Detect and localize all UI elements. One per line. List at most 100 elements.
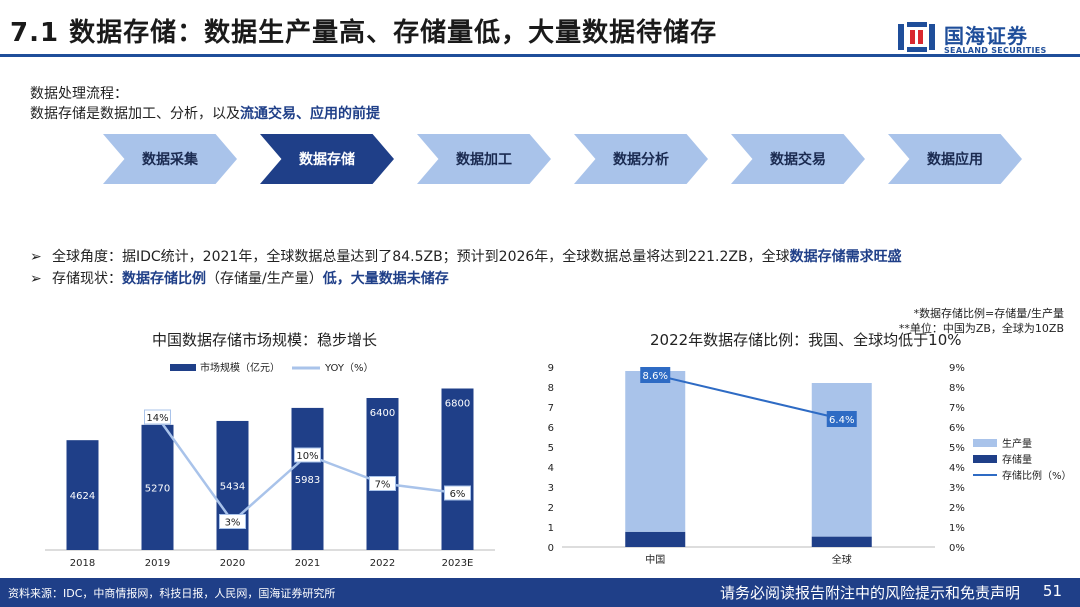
process-flow: 数据采集 数据存储 数据加工 数据分析 数据交易 数据应用 [103, 134, 1023, 184]
bullet-global-highlight: 数据存储需求旺盛 [789, 249, 902, 265]
chart1-bar-value: 5270 [145, 483, 170, 494]
chart2-y-tick: 6 [548, 423, 554, 434]
legend-production-swatch [973, 439, 997, 447]
chart1-bar [441, 388, 474, 550]
chart1-bar-value: 6400 [370, 408, 395, 419]
chart2-ratio-label-box [640, 367, 671, 383]
bullet-marker-icon: ➢ [30, 249, 42, 265]
chart1-x-tick: 2021 [295, 558, 320, 569]
chart-china-market: 市场规模（亿元） YOY（%） 4624 2018 5270 2019 5434 2020… [45, 361, 495, 569]
chart2-y2-tick: 7% [949, 403, 965, 414]
chart1-title: 中国数据存储市场规模：稳步增长 [152, 331, 378, 349]
chart2-y-tick: 0 [548, 543, 554, 554]
bullet-status-label: 存储现状： [52, 271, 122, 287]
chart2-x-tick: 全球 [832, 553, 852, 566]
bullet-list: ➢ 全球角度：据IDC统计，2021年，全球数据总量达到了84.5ZB；预计到2… [30, 246, 902, 290]
chart2-y-tick: 2 [548, 503, 554, 514]
chart2-production-bar [625, 371, 686, 532]
legend-ratio-label: 存储比例（%） [1002, 469, 1070, 482]
legend-line-label: YOY（%） [324, 362, 374, 374]
bullet-global: ➢ 全球角度：据IDC统计，2021年，全球数据总量达到了84.5ZB；预计到2… [30, 246, 902, 268]
chart2-y2-tick: 9% [949, 363, 965, 374]
chart2-production-bar [811, 383, 872, 537]
chart1-x-tick: 2020 [220, 558, 245, 569]
process-step-collect: 数据采集 [103, 134, 237, 184]
process-step-store: 数据存储 [260, 134, 394, 184]
logo-text-en: SEALAND SECURITIES [944, 46, 1047, 55]
chart-storage-ratio: 生产量 存储量 存储比例（%） 0 1 2 3 4 5 6 7 8 9 0% 1% 2% 3% 4% 5% 6%… [548, 363, 1070, 566]
logo: 国海证券 SEALAND SECURITIES [898, 18, 1058, 58]
chart2-y2-tick: 8% [949, 383, 965, 394]
note-ratio-def: *数据存储比例=存储量/生产量 [913, 307, 1064, 320]
legend-bar-label: 市场规模（亿元） [200, 361, 280, 374]
intro-text: 数据处理流程： 数据存储是数据加工、分析，以及流通交易、应用的前提 [30, 84, 380, 124]
chart2-y2-tick: 3% [949, 483, 965, 494]
bullet-status: ➢ 存储现状：数据存储比例（存储量/生产量）低，大量数据未储存 [30, 268, 902, 290]
chart2-y2-tick: 2% [949, 503, 965, 514]
chart1-yoy-label-box [369, 476, 396, 491]
legend-storage-swatch [973, 455, 997, 463]
chart2-x-tick: 中国 [645, 553, 665, 566]
logo-mark-icon [898, 22, 935, 52]
chart2-y-tick: 1 [548, 523, 554, 534]
chart1-bar-value: 4624 [70, 491, 95, 502]
chart1-bar [141, 424, 174, 550]
chart1-bar [366, 398, 399, 550]
intro-line-2: 数据存储是数据加工、分析，以及流通交易、应用的前提 [30, 104, 380, 124]
process-step-analyze: 数据分析 [574, 134, 708, 184]
chart1-yoy-label: 14% [146, 413, 168, 424]
chart2-ratio-label: 6.4% [829, 415, 854, 426]
title-rule [0, 54, 1080, 57]
logo-text-cn: 国海证券 [944, 24, 1028, 48]
chart2-y-tick: 3 [548, 483, 554, 494]
legend-production-label: 生产量 [1002, 437, 1032, 450]
chart1-bar [291, 407, 324, 550]
page-number: 51 [1042, 582, 1062, 600]
bullet-status-h1: 数据存储比例 [122, 271, 206, 287]
chart1-yoy-label: 3% [225, 518, 241, 529]
chart2-y-tick: 8 [548, 383, 554, 394]
footer-disclaimer: 请务必阅读报告附注中的风险提示和免责声明 [719, 584, 1020, 602]
chart1-x-tick: 2019 [145, 558, 170, 569]
bullet-status-mid: （存储量/生产量） [206, 271, 323, 287]
bullet-global-text: 全球角度：据IDC统计，2021年，全球数据总量达到了84.5ZB；预计到202… [52, 249, 790, 265]
legend-storage-label: 存储量 [1002, 453, 1032, 466]
intro-line-1: 数据处理流程： [30, 86, 128, 102]
chart1-x-tick: 2018 [70, 558, 95, 569]
legend-bar-swatch [170, 364, 196, 371]
intro-line-2-plain: 数据存储是数据加工、分析，以及 [30, 106, 240, 122]
process-step-process: 数据加工 [417, 134, 551, 184]
chart2-legend: 生产量 存储量 存储比例（%） [973, 437, 1070, 482]
chart1-yoy-label: 10% [296, 451, 318, 462]
chart2-storage-bar [811, 536, 872, 547]
chart2-title: 2022年数据存储比例：我国、全球均低于10% [650, 331, 962, 349]
chart2-y2-tick: 4% [949, 463, 965, 474]
chart1-bar-value: 5983 [295, 475, 320, 486]
chart1-yoy-label-box [444, 485, 471, 501]
process-step-trade: 数据交易 [731, 134, 865, 184]
chart1-yoy-label-box [294, 447, 321, 463]
chart2-y2-tick: 0% [949, 543, 965, 554]
chart1-yoy-label-box [144, 409, 171, 425]
note-units: **单位：中国为ZB，全球为10ZB [898, 322, 1064, 335]
chart1-x-tick: 2023E [442, 558, 474, 569]
chart2-y-tick: 5 [548, 443, 554, 454]
process-step-apply: 数据应用 [888, 134, 1022, 184]
chart2-ratio-label-box [826, 411, 857, 427]
chart2-y2-tick: 5% [949, 443, 965, 454]
chart2-y-tick: 7 [548, 403, 554, 414]
bullet-status-h2: 低，大量数据未储存 [322, 271, 449, 287]
chart1-yoy-label: 6% [450, 489, 466, 500]
chart1-bar-value: 5434 [220, 481, 245, 492]
chart1-bar [66, 440, 99, 550]
chart1-yoy-label: 7% [375, 480, 391, 491]
intro-line-2-highlight: 流通交易、应用的前提 [240, 106, 380, 122]
bullet-marker-icon: ➢ [30, 271, 42, 287]
chart1-bar-value: 6800 [445, 399, 470, 410]
chart2-storage-bar [625, 531, 686, 547]
chart2-y2-tick: 1% [949, 523, 965, 534]
chart2-ratio-label: 8.6% [643, 371, 668, 382]
chart1-x-tick: 2022 [370, 558, 395, 569]
chart1-yoy-label-box [219, 514, 246, 529]
chart1-legend: 市场规模（亿元） YOY（%） [170, 361, 374, 374]
